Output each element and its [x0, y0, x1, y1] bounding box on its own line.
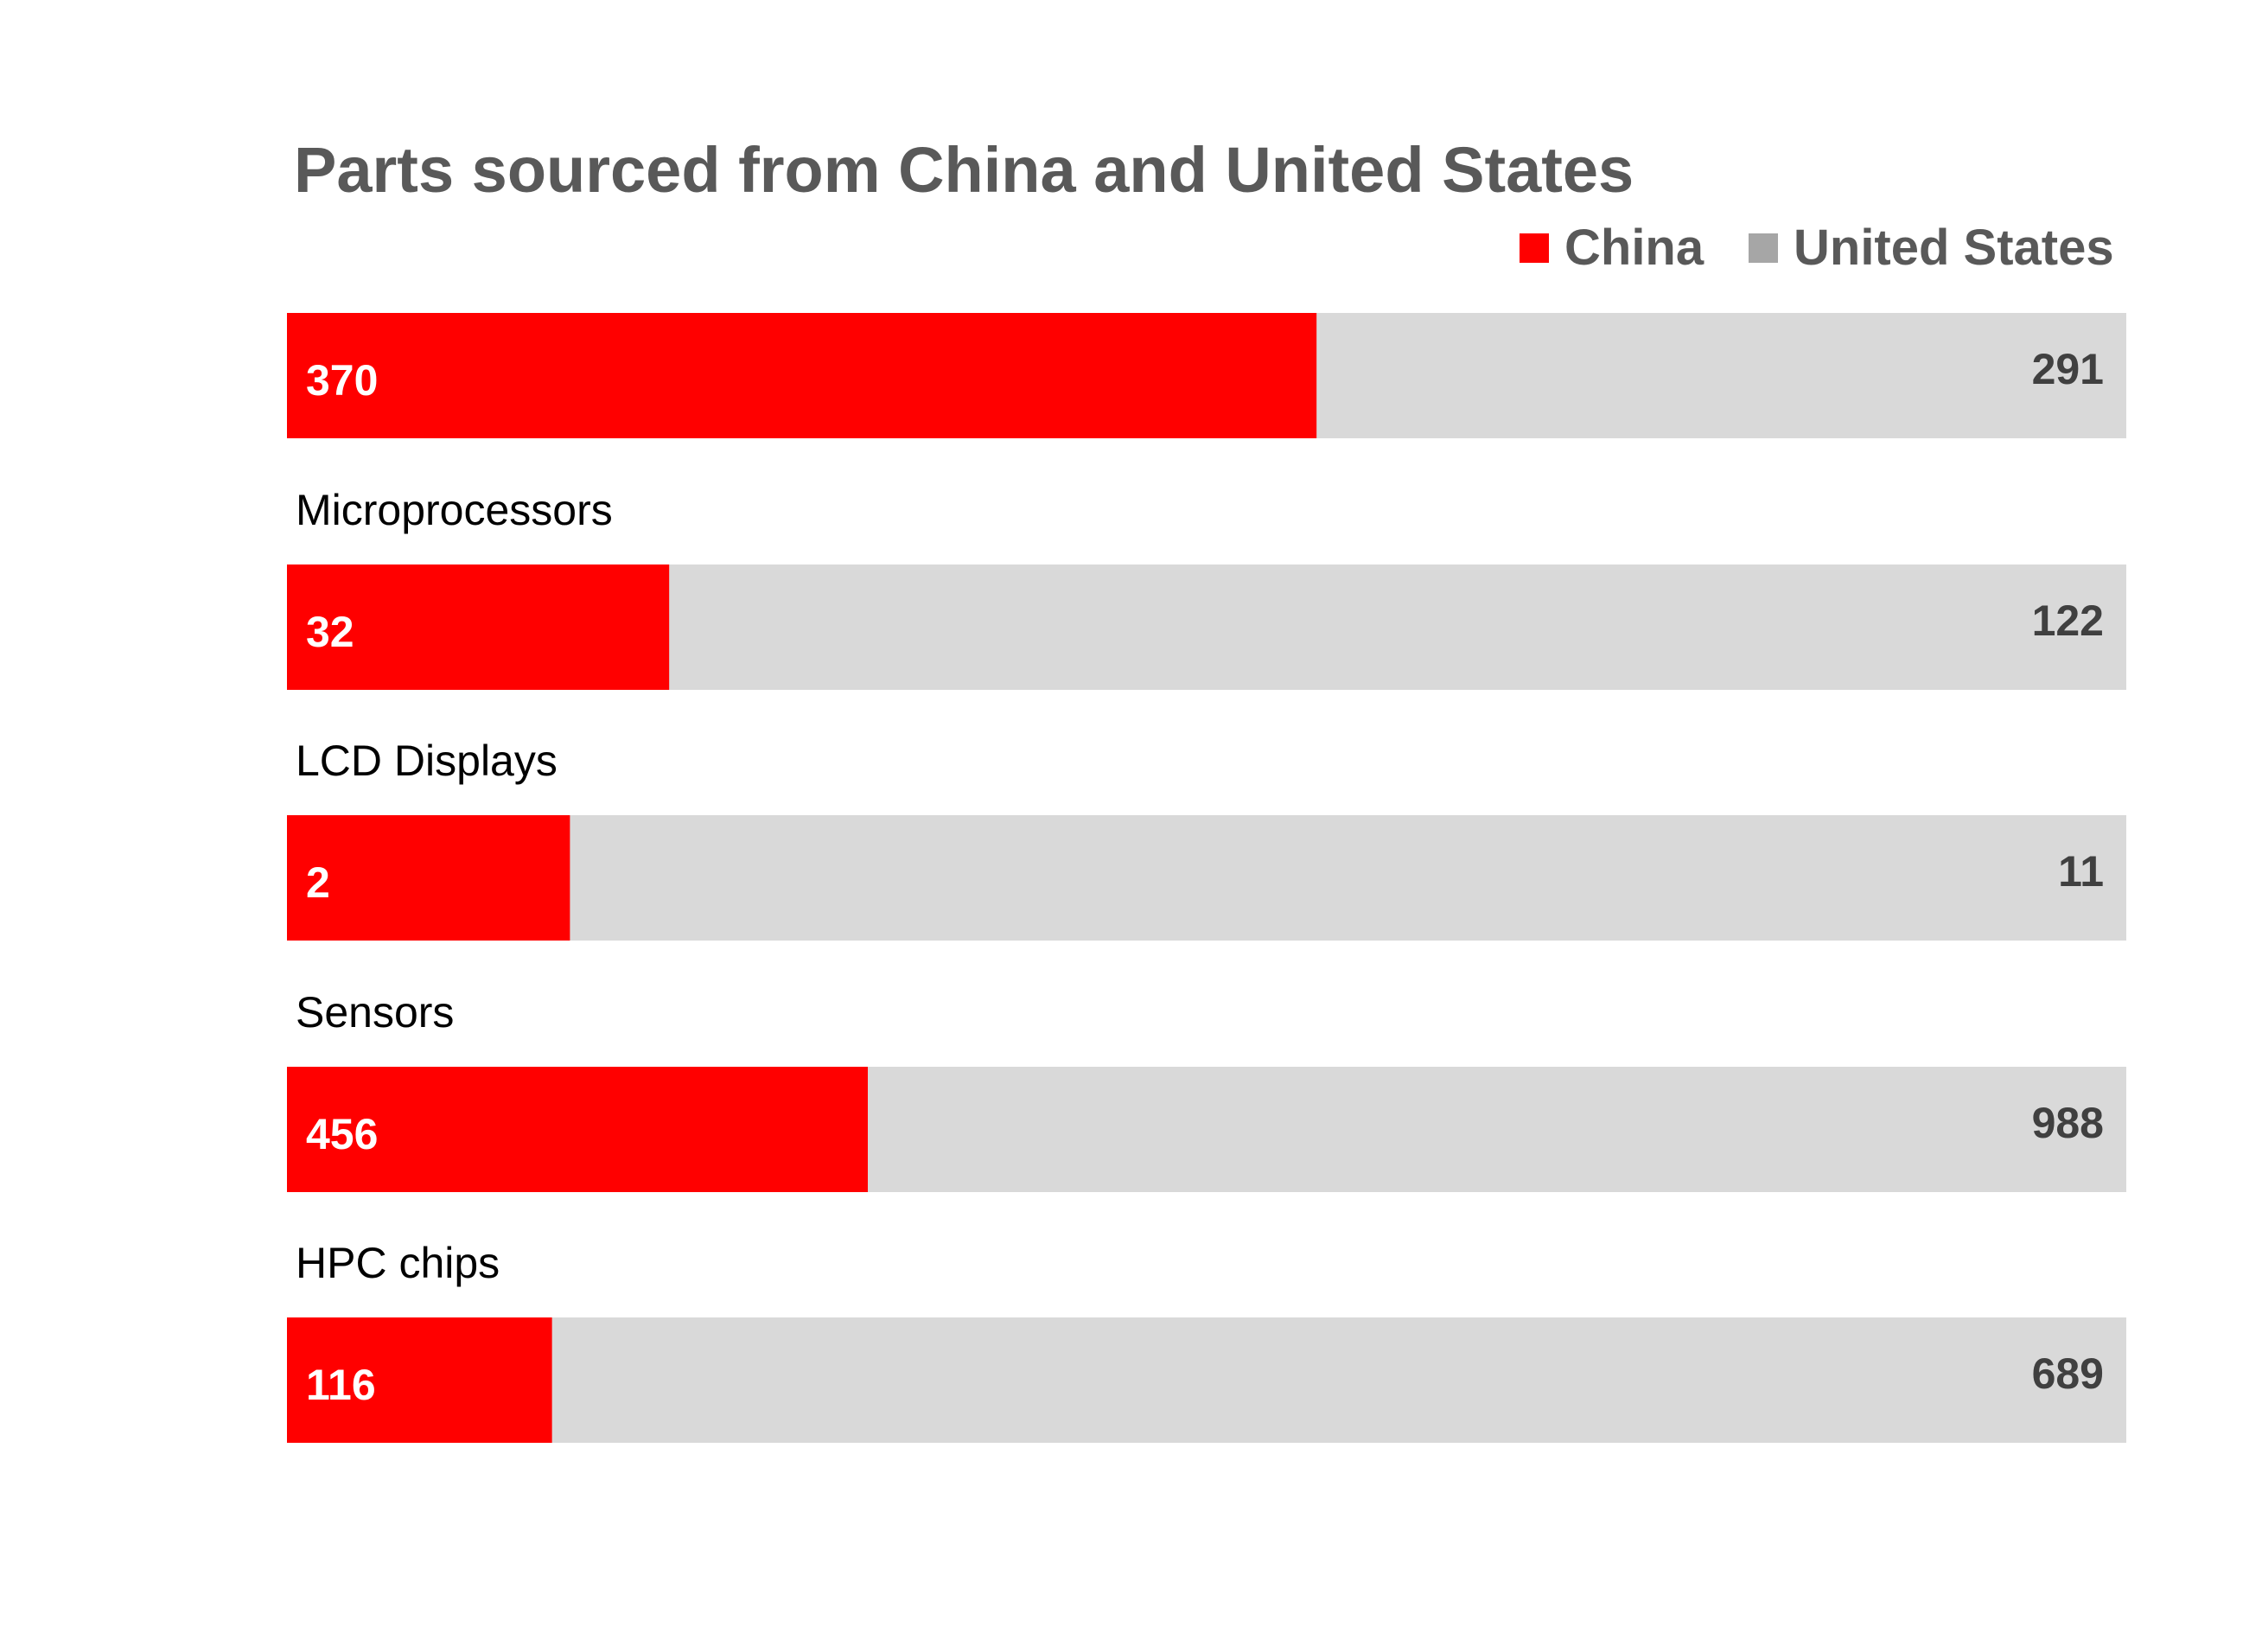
category-label: Sensors: [296, 988, 454, 1036]
bar-china: [287, 815, 570, 941]
bar-united-states: [287, 815, 2126, 941]
bar-united-states: [287, 1317, 2126, 1443]
value-label-china: 116: [306, 1361, 376, 1409]
bar-china: [287, 564, 670, 690]
value-label-china: 456: [306, 1110, 378, 1158]
bar-china: [287, 313, 1317, 438]
legend-swatch-united-states: [1749, 233, 1778, 263]
legend-label-united-states: United States: [1794, 220, 2114, 276]
bar-china: [287, 1317, 552, 1443]
legend-swatch-china: [1520, 233, 1549, 263]
value-label-china: 32: [306, 608, 354, 656]
value-label-united-states: 988: [2032, 1099, 2104, 1147]
value-label-united-states: 291: [2032, 345, 2104, 393]
value-label-united-states: 122: [2032, 596, 2104, 645]
bars: 370 291 Microprocessors 32 122 LCD Displays 2 1…: [287, 313, 2126, 1443]
chart-title: Parts sourced from China and United Stat…: [294, 134, 1634, 206]
value-label-china: 370: [306, 356, 378, 405]
category-label: HPC chips: [296, 1239, 500, 1287]
legend: China United States: [1520, 220, 2114, 276]
category-label: Microprocessors: [296, 486, 613, 534]
bar-china: [287, 1067, 868, 1192]
category-label: LCD Displays: [296, 737, 558, 785]
value-label-united-states: 689: [2032, 1349, 2104, 1398]
value-label-china: 2: [306, 858, 330, 907]
value-label-united-states: 11: [2058, 847, 2104, 896]
legend-label-china: China: [1564, 220, 1704, 276]
